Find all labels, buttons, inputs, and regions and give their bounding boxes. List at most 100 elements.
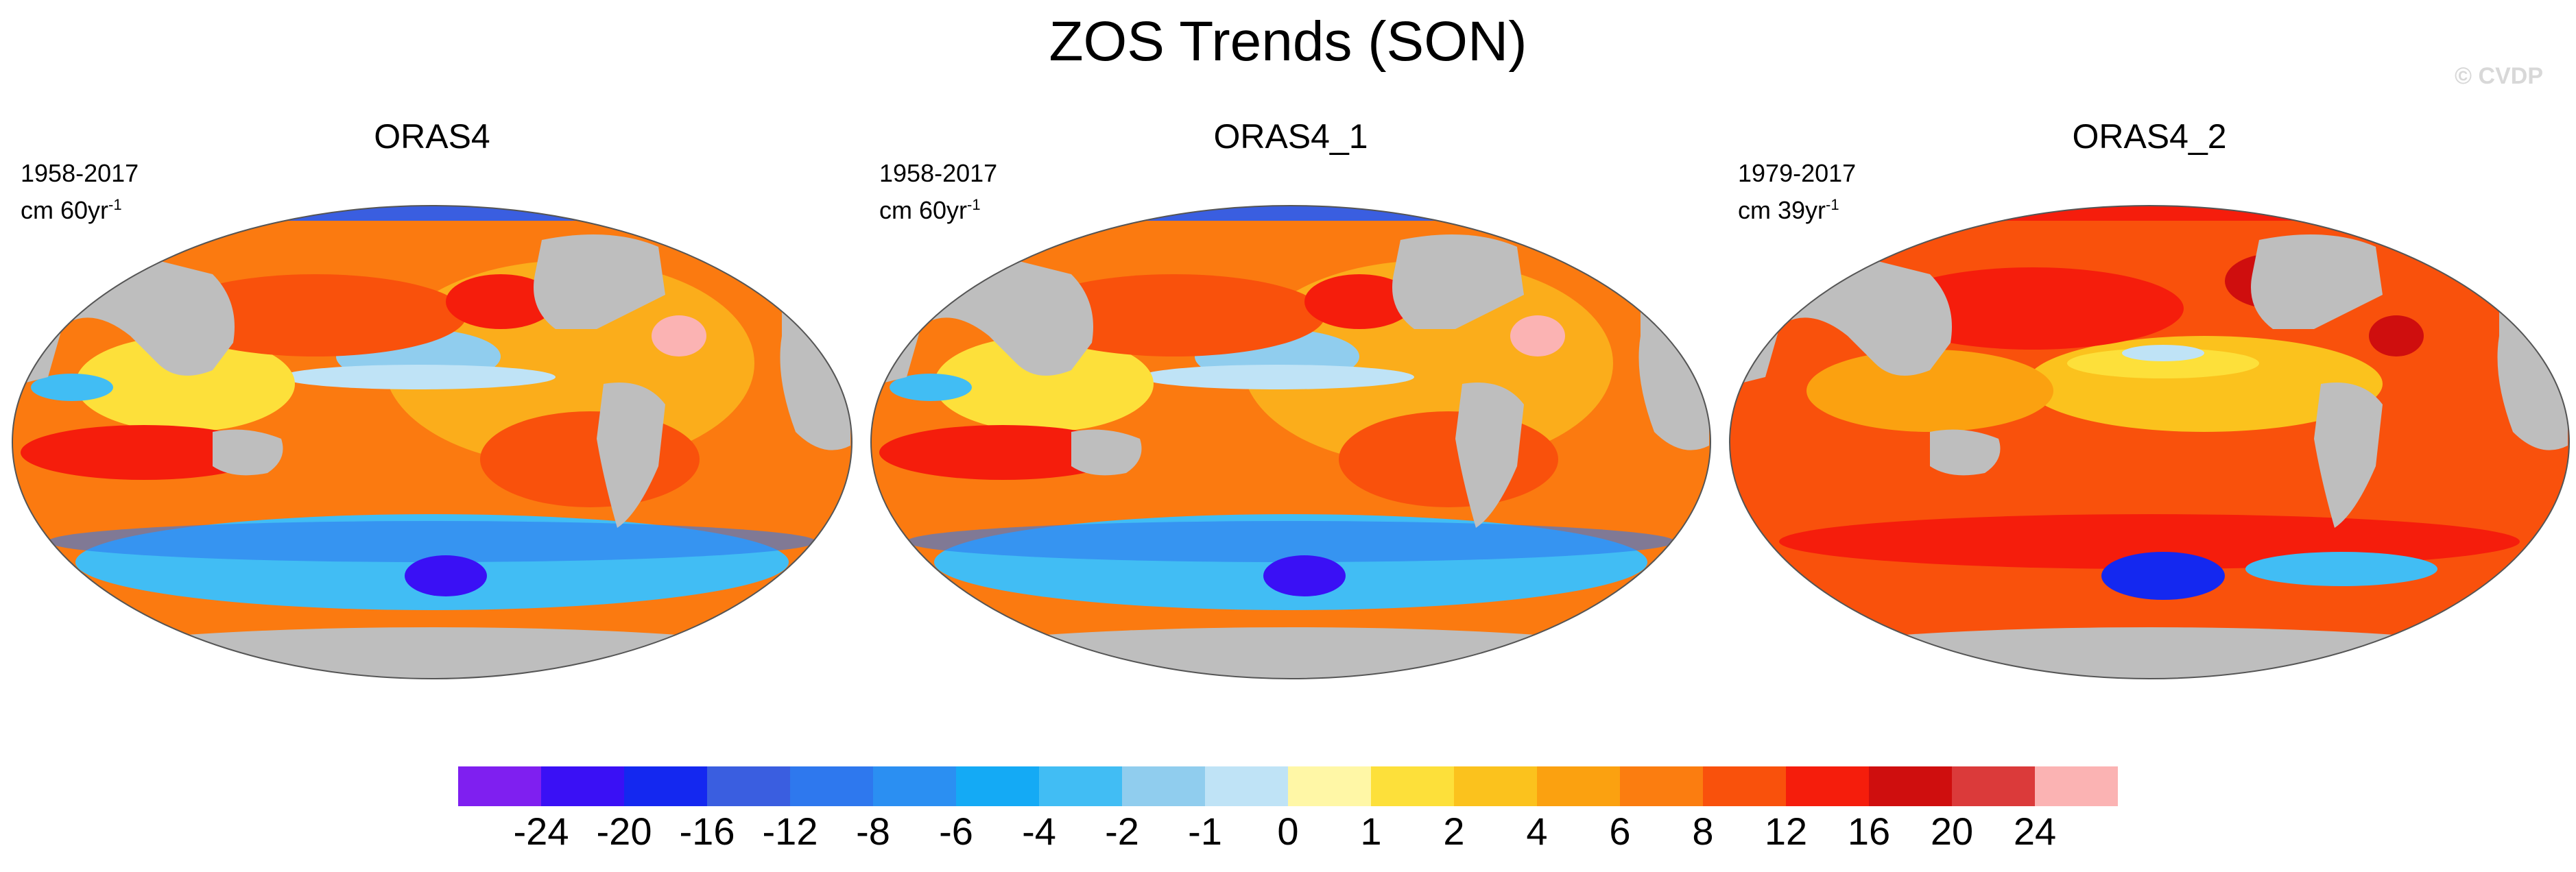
map-panel-oras4: ORAS4 1958-2017 cm 60yr-1 [7,110,857,692]
colorbar-tick-label: -1 [1188,810,1222,853]
map-outline [870,205,1711,679]
colorbar-swatch [1039,766,1122,806]
trend-blob [1140,365,1414,389]
colorbar-swatch [707,766,790,806]
antarctica-land [871,627,1710,679]
panel-title: ORAS4 [374,117,490,156]
colorbar-tick-label: 20 [1930,810,1974,853]
figure-title: ZOS Trends (SON) [1049,10,1527,73]
trend-blob [879,425,1126,480]
colorbar-swatch [1952,766,2035,806]
trend-blob [281,365,556,389]
trend-blob [1510,315,1565,356]
colorbar-swatch [790,766,873,806]
antarctica-land [1730,627,2569,679]
arctic-band [871,206,1710,221]
map-outline [12,205,852,679]
colorbar-swatch [541,766,624,806]
colorbar-tick-label: 4 [1526,810,1548,853]
colorbar-tick-label: 8 [1692,810,1714,853]
trend-blob [1339,411,1558,507]
colorbar-tick-label: 2 [1443,810,1465,853]
colorbar-swatch [873,766,956,806]
panel-title: ORAS4_2 [2072,117,2227,156]
trend-blob [1304,274,1414,329]
trend-blob [48,521,816,562]
trend-blob [405,555,487,596]
trend-blob [21,425,267,480]
trend-blob [165,274,466,356]
trend-blob [2101,552,2225,600]
australia-land [1930,429,2001,476]
north-america-land [534,234,665,329]
colorbar-tick-label: -20 [596,810,652,853]
colorbar-swatch [1620,766,1703,806]
colorbar-tick-label: 6 [1609,810,1631,853]
panel-title: ORAS4_1 [1213,117,1368,156]
colorbar-swatch [1371,766,1454,806]
trend-blob [2067,348,2259,378]
australia-land [213,429,283,476]
colorbar-swatch [1122,766,1205,806]
colorbar-labels: -24 -20 -16 -12 -8 -6 -4 -2 -1 0 1 2 4 6 8 12 16 20 24 [458,809,2118,857]
colorbar-tick-label: 0 [1277,810,1299,853]
trend-blob [652,315,706,356]
arctic-band [1730,206,2569,221]
ocean-field [1730,206,2569,679]
colorbar-swatch [1786,766,1869,806]
north-america-land [1392,234,1524,329]
colorbar-tick-label: -24 [513,810,569,853]
colorbar-swatch [1454,766,1537,806]
trend-blob [2369,315,2424,356]
units-label: cm 60yr-1 [21,196,122,224]
trend-blob [1263,555,1346,596]
australia-land [1071,429,1142,476]
colorbar-swatch [624,766,707,806]
colorbar-tick-label: 24 [2013,810,2057,853]
south-america-land [2314,383,2383,528]
trend-blob [907,521,1675,562]
world-map [870,205,1711,679]
trend-blob [75,336,295,432]
trend-blob [1806,350,2053,432]
period-label: 1958-2017 [21,159,139,187]
colorbar-tick-label: -6 [939,810,973,853]
colorbar-swatch [956,766,1039,806]
trend-blob [890,374,972,401]
world-map [12,205,852,679]
map-panel-oras4-1: ORAS4_1 1958-2017 cm 60yr-1 [866,110,1716,692]
map-outline [1729,205,2570,679]
colorbar-swatch [1205,766,1288,806]
north-america-land [2251,234,2383,329]
colorbar [458,766,2118,806]
period-label: 1958-2017 [879,159,998,187]
colorbar-swatch [1537,766,1620,806]
colorbar-tick-label: -8 [856,810,890,853]
colorbar-tick-label: -16 [679,810,735,853]
trend-blob [2122,345,2204,361]
trend-blob [446,274,556,329]
colorbar-tick-label: 16 [1847,810,1891,853]
world-map [1729,205,2570,679]
colorbar-tick-label: 1 [1360,810,1382,853]
colorbar-swatch [2035,766,2118,806]
south-america-land [1455,383,1524,528]
colorbar-swatch [458,766,541,806]
trend-blob [1882,267,2184,350]
trend-blob [480,411,700,507]
colorbar-swatch [1703,766,1786,806]
trend-blob [934,336,1154,432]
trend-blob [1023,274,1325,356]
cvdp-watermark: © CVDP [2455,63,2543,89]
arctic-band [12,206,852,221]
antarctica-land [12,627,852,679]
trend-blob [2245,552,2437,586]
trend-blob [31,374,113,401]
units-label: cm 39yr-1 [1738,196,1839,224]
period-label: 1979-2017 [1738,159,1857,187]
colorbar-swatch [1288,766,1371,806]
map-panel-oras4-2: ORAS4_2 1979-2017 cm 39yr-1 [1724,110,2575,692]
colorbar-tick-label: 12 [1764,810,1808,853]
colorbar-tick-label: -2 [1105,810,1139,853]
units-label: cm 60yr-1 [879,196,981,224]
